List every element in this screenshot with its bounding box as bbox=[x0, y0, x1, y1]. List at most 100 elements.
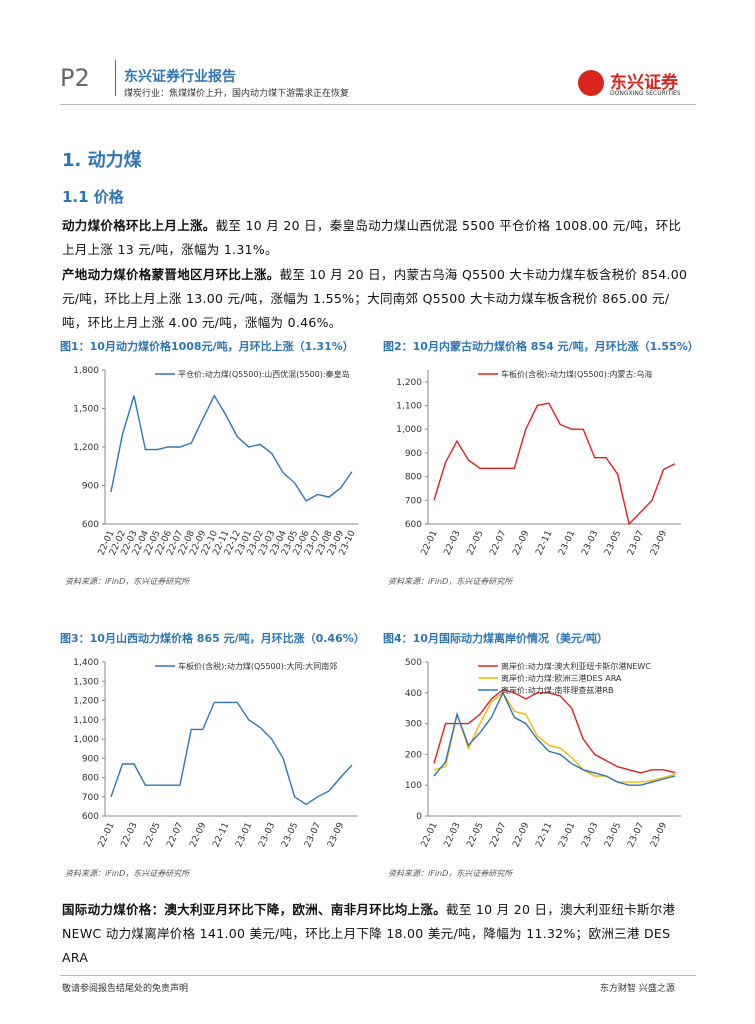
chart: 0 100 200 300 400 500 22-01 22-03 22-05 22-07 22-0… bbox=[405, 658, 681, 849]
line-series bbox=[110, 701, 353, 806]
x-tick-label: 22-11 bbox=[534, 821, 554, 849]
y-tick-label: 600 bbox=[82, 520, 99, 530]
y-tick-label: 1,100 bbox=[73, 716, 99, 726]
x-tick-label: 22-01 bbox=[420, 529, 440, 557]
y-tick-label: 400 bbox=[405, 689, 422, 699]
x-tick-label: 23-01 bbox=[557, 529, 577, 557]
x-tick-label: 22-11 bbox=[211, 821, 231, 849]
x-tick-label: 23-03 bbox=[580, 821, 600, 849]
legend-label: 车板价(含税):动力煤(Q5500):内蒙古:乌海 bbox=[501, 369, 652, 379]
logo-en: DONGXING SECURITIES bbox=[610, 90, 681, 97]
x-tick-label: 23-05 bbox=[603, 529, 623, 557]
x-tick-label: 23-07 bbox=[303, 821, 323, 849]
paragraph: 动力煤价格环比上月上涨。截至 10 月 20 日，秦皇岛动力煤山西优混 5500… bbox=[62, 214, 694, 262]
lead: 产地动力煤价格蒙晋地区月环比上涨。 bbox=[62, 267, 280, 282]
line-series bbox=[110, 394, 353, 502]
chart: 600 700 800 900 1,000 1,100 1,200 1,300 1,400 22-… bbox=[73, 658, 358, 849]
x-tick-label: 22-03 bbox=[120, 821, 140, 849]
paragraph: 产地动力煤价格蒙晋地区月环比上涨。截至 10 月 20 日，内蒙古乌海 Q550… bbox=[62, 263, 694, 335]
section-heading: 1. 动力煤 bbox=[62, 150, 142, 171]
figure-source: 资料来源：iFinD，东兴证券研究所 bbox=[388, 869, 513, 878]
x-tick-label: 22-09 bbox=[511, 529, 531, 557]
y-tick-label: 600 bbox=[405, 520, 422, 530]
page-number: P2 bbox=[60, 64, 90, 92]
figure-caption: 图4：10月国际动力煤离岸价情况（美元/吨） bbox=[383, 632, 608, 645]
chart: 6009001,2001,5001,80022-0122-0222-0322-0… bbox=[73, 366, 358, 557]
y-tick-label: 1,000 bbox=[73, 735, 99, 745]
legend-label: 车板价(含税):动力煤(Q5500):大同:大同南郊 bbox=[178, 661, 337, 671]
figure-source: 资料来源：iFinD，东兴证券研究所 bbox=[65, 869, 190, 878]
body: 截至 10 月 20 日，秦皇岛动力煤山西优混 5500 平仓价格 1008.0… bbox=[62, 218, 682, 257]
x-tick-label: 23-05 bbox=[603, 821, 623, 849]
footer-rule bbox=[60, 975, 696, 976]
x-tick-label: 22-03 bbox=[443, 821, 463, 849]
x-tick-label: 23-01 bbox=[557, 821, 577, 849]
x-tick-label: 22-03 bbox=[443, 529, 463, 557]
footer-left: 敬请参阅报告结尾处的免责声明 bbox=[62, 984, 189, 994]
y-tick-label: 1,500 bbox=[73, 405, 99, 415]
y-tick-label: 1,100 bbox=[396, 402, 422, 412]
x-tick-label: 22-05 bbox=[466, 529, 486, 557]
figure-source: 资料来源：iFinD，东兴证券研究所 bbox=[388, 577, 513, 586]
y-tick-label: 900 bbox=[82, 754, 99, 764]
lead: 动力煤价格环比上月上涨。 bbox=[62, 218, 216, 233]
x-tick-label: 22-01 bbox=[97, 821, 117, 849]
legend-label: 离岸价:动力煤:欧洲三港DES ARA bbox=[501, 673, 622, 683]
report-subtitle: 煤炭行业：焦煤煤价上升，国内动力煤下游需求正在恢复 bbox=[124, 89, 350, 99]
y-tick-label: 1,000 bbox=[396, 425, 422, 435]
y-tick-label: 900 bbox=[82, 482, 99, 492]
y-tick-label: 1,400 bbox=[73, 658, 99, 668]
divider bbox=[115, 60, 116, 96]
y-tick-label: 0 bbox=[416, 812, 422, 822]
header-rule bbox=[60, 104, 696, 105]
y-tick-label: 1,200 bbox=[73, 443, 99, 453]
y-tick-label: 1,300 bbox=[73, 677, 99, 687]
x-tick-label: 23-09 bbox=[649, 529, 669, 557]
legend-label: 离岸价:动力煤:南非理查兹港RB bbox=[501, 685, 613, 695]
body: 截至 10 月 20 日，内蒙古乌海 Q5500 大卡动力煤车板含税价 854.… bbox=[62, 267, 688, 330]
x-tick-label: 22-07 bbox=[165, 821, 185, 849]
figure-caption: 图2：10月内蒙古动力煤价格 854 元/吨，月环比涨（1.55%） bbox=[383, 340, 699, 353]
y-tick-label: 800 bbox=[405, 473, 422, 483]
y-tick-label: 1,200 bbox=[396, 378, 422, 388]
line-series bbox=[433, 688, 676, 774]
x-tick-label: 22-05 bbox=[143, 821, 163, 849]
footer-right: 东方财智 兴盛之源 bbox=[600, 984, 675, 994]
paragraph: 国际动力煤价格：澳大利亚月环比下降，欧洲、南非月环比均上涨。截至 10 月 20… bbox=[62, 898, 694, 970]
y-tick-label: 200 bbox=[405, 750, 422, 760]
line-series bbox=[433, 691, 676, 783]
x-tick-label: 22-09 bbox=[188, 821, 208, 849]
y-tick-label: 300 bbox=[405, 720, 422, 730]
logo: 东兴证券 bbox=[610, 73, 678, 93]
line-series bbox=[433, 691, 676, 786]
x-tick-label: 23-03 bbox=[257, 821, 277, 849]
y-tick-label: 800 bbox=[82, 774, 99, 784]
logo-icon bbox=[578, 70, 604, 96]
y-tick-label: 500 bbox=[405, 658, 422, 668]
figure-caption: 图1：10月动力煤价格1008元/吨，月环比上涨（1.31%） bbox=[60, 340, 354, 353]
legend-label: 平仓价:动力煤(Q5500):山西优混(5500):秦皇岛 bbox=[178, 369, 350, 379]
y-tick-label: 1,200 bbox=[73, 697, 99, 707]
line-series bbox=[433, 402, 676, 526]
x-tick-label: 23-09 bbox=[649, 821, 669, 849]
y-tick-label: 700 bbox=[82, 793, 99, 803]
x-tick-label: 23-07 bbox=[626, 821, 646, 849]
y-tick-label: 100 bbox=[405, 781, 422, 791]
y-tick-label: 1,800 bbox=[73, 366, 99, 376]
body: 截至 10 月 20 日，澳大利亚纽卡斯尔港 NEWC 动力煤离岸价格 141.… bbox=[62, 902, 676, 965]
x-tick-label: 23-07 bbox=[626, 529, 646, 557]
y-tick-label: 700 bbox=[405, 496, 422, 506]
x-tick-label: 22-05 bbox=[466, 821, 486, 849]
legend-label: 离岸价:动力煤:澳大利亚纽卡斯尔港NEWC bbox=[501, 661, 651, 671]
lead: 国际动力煤价格：澳大利亚月环比下降，欧洲、南非月环比均上涨。 bbox=[62, 902, 447, 917]
x-tick-label: 22-09 bbox=[511, 821, 531, 849]
report-title: 东兴证券行业报告 bbox=[124, 69, 236, 85]
figure-source: 资料来源：iFinD，东兴证券研究所 bbox=[65, 577, 190, 586]
x-tick-label: 23-09 bbox=[326, 821, 346, 849]
subsection-heading: 1.1 价格 bbox=[62, 188, 124, 206]
x-tick-label: 22-07 bbox=[488, 821, 508, 849]
x-tick-label: 23-05 bbox=[280, 821, 300, 849]
y-tick-label: 600 bbox=[82, 812, 99, 822]
x-tick-label: 22-07 bbox=[488, 529, 508, 557]
